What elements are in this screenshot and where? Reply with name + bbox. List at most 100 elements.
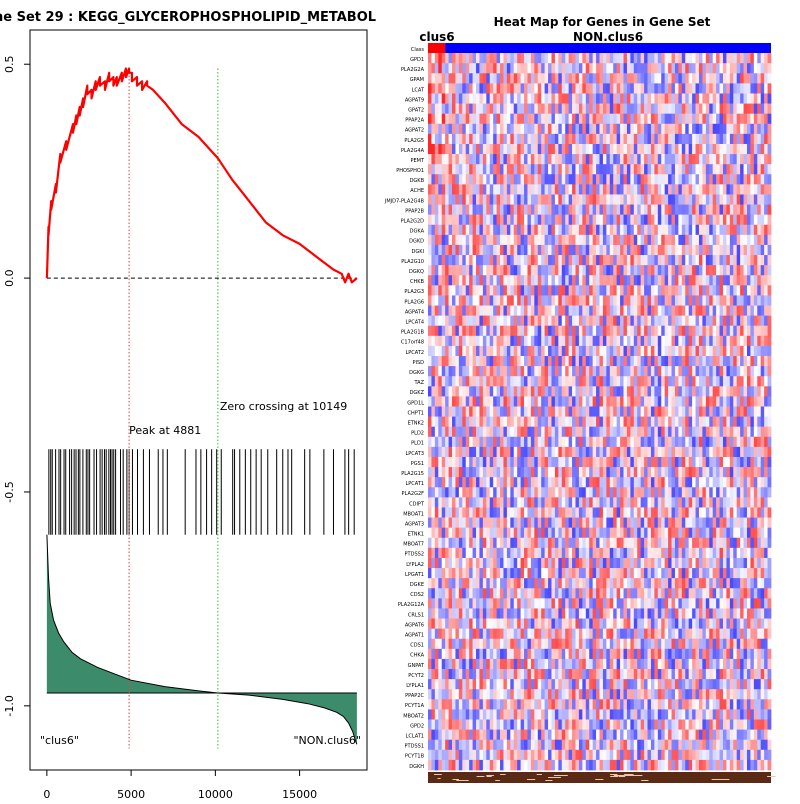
- heatmap-cell: [572, 497, 576, 507]
- heatmap-cell: [658, 245, 662, 255]
- heatmap-cell: [620, 164, 624, 174]
- heatmap-cell: [438, 225, 442, 235]
- heatmap-cell: [479, 346, 483, 356]
- heatmap-cell: [750, 245, 754, 255]
- heatmap-cell: [606, 134, 610, 144]
- heatmap-cell: [689, 306, 693, 316]
- heatmap-cell: [572, 477, 576, 487]
- heatmap-cell: [610, 104, 614, 114]
- heatmap-cell: [702, 53, 706, 63]
- heatmap-cell: [510, 528, 514, 538]
- heatmap-cell: [706, 477, 710, 487]
- heatmap-cell: [744, 154, 748, 164]
- heatmap-cell: [555, 467, 559, 477]
- heatmap-cell: [699, 457, 703, 467]
- heatmap-cell: [761, 467, 765, 477]
- heatmap-cell: [538, 194, 542, 204]
- heatmap-cell: [558, 144, 562, 154]
- heatmap-cell: [720, 538, 724, 548]
- heatmap-cell: [431, 134, 435, 144]
- heatmap-cell: [551, 497, 555, 507]
- heatmap-cell: [541, 467, 545, 477]
- heatmap-cell: [531, 447, 535, 457]
- heatmap-cell: [603, 255, 607, 265]
- heatmap-cell: [503, 144, 507, 154]
- heatmap-cell: [483, 265, 487, 275]
- heatmap-cell: [521, 225, 525, 235]
- heatmap-cell: [672, 326, 676, 336]
- heatmap-cell: [572, 154, 576, 164]
- heatmap-cell: [545, 376, 549, 386]
- heatmap-cell: [459, 124, 463, 134]
- heatmap-cell: [723, 215, 727, 225]
- heatmap-cell: [490, 457, 494, 467]
- heatmap-cell: [503, 336, 507, 346]
- heatmap-cell: [469, 376, 473, 386]
- heatmap-cell: [634, 417, 638, 427]
- heatmap-cell: [730, 407, 734, 417]
- heatmap-cell: [600, 235, 604, 245]
- heatmap-cell: [709, 104, 713, 114]
- heatmap-cell: [555, 255, 559, 265]
- heatmap-cell: [761, 53, 765, 63]
- heatmap-cell: [651, 457, 655, 467]
- heatmap-cell: [658, 417, 662, 427]
- heatmap-cell: [517, 386, 521, 396]
- heatmap-cell: [627, 356, 631, 366]
- heatmap-cell: [593, 346, 597, 356]
- heatmap-cell: [548, 346, 552, 356]
- heatmap-cell: [514, 295, 518, 305]
- heatmap-cell: [744, 407, 748, 417]
- heatmap-cell: [507, 73, 511, 83]
- heatmap-cell: [514, 255, 518, 265]
- heatmap-cell: [551, 164, 555, 174]
- heatmap-cell: [672, 396, 676, 406]
- heatmap-cell: [637, 477, 641, 487]
- heatmap-cell: [665, 83, 669, 93]
- heatmap-cell: [435, 265, 439, 275]
- heatmap-cell: [479, 417, 483, 427]
- heatmap-cell: [459, 174, 463, 184]
- heatmap-cell: [624, 134, 628, 144]
- heatmap-cell: [641, 457, 645, 467]
- heatmap-cell: [548, 507, 552, 517]
- heatmap-cell: [730, 427, 734, 437]
- heatmap-cell: [449, 477, 453, 487]
- heatmap-cell: [593, 366, 597, 376]
- heatmap-cell: [764, 326, 768, 336]
- heatmap-cell: [641, 518, 645, 528]
- heatmap-cell: [658, 437, 662, 447]
- heatmap-cell: [579, 225, 583, 235]
- heatmap-cell: [648, 275, 652, 285]
- heatmap-cell: [668, 114, 672, 124]
- heatmap-cell: [569, 295, 573, 305]
- heatmap-cell: [685, 124, 689, 134]
- heatmap-cell: [428, 467, 432, 477]
- heatmap-cell: [726, 316, 730, 326]
- heatmap-cell: [702, 507, 706, 517]
- heatmap-cell: [750, 265, 754, 275]
- heatmap-cell: [462, 124, 466, 134]
- heatmap-cell: [606, 295, 610, 305]
- heatmap-cell: [740, 295, 744, 305]
- heatmap-cell: [575, 174, 579, 184]
- heatmap-cell: [500, 467, 504, 477]
- heatmap-cell: [507, 386, 511, 396]
- heatmap-cell: [620, 518, 624, 528]
- heatmap-cell: [610, 306, 614, 316]
- heatmap-cells: [428, 43, 771, 770]
- heatmap-cell: [435, 164, 439, 174]
- heatmap-cell: [534, 205, 538, 215]
- heatmap-cell: [562, 73, 566, 83]
- heatmap-cell: [431, 467, 435, 477]
- heatmap-cell: [469, 275, 473, 285]
- heatmap-cell: [527, 194, 531, 204]
- heatmap-cell: [737, 104, 741, 114]
- heatmap-cell: [514, 134, 518, 144]
- heatmap-cell: [627, 265, 631, 275]
- heatmap-cell: [761, 518, 765, 528]
- heatmap-cell: [641, 407, 645, 417]
- heatmap-cell: [716, 396, 720, 406]
- heatmap-cell: [565, 417, 569, 427]
- heatmap-cell: [716, 265, 720, 275]
